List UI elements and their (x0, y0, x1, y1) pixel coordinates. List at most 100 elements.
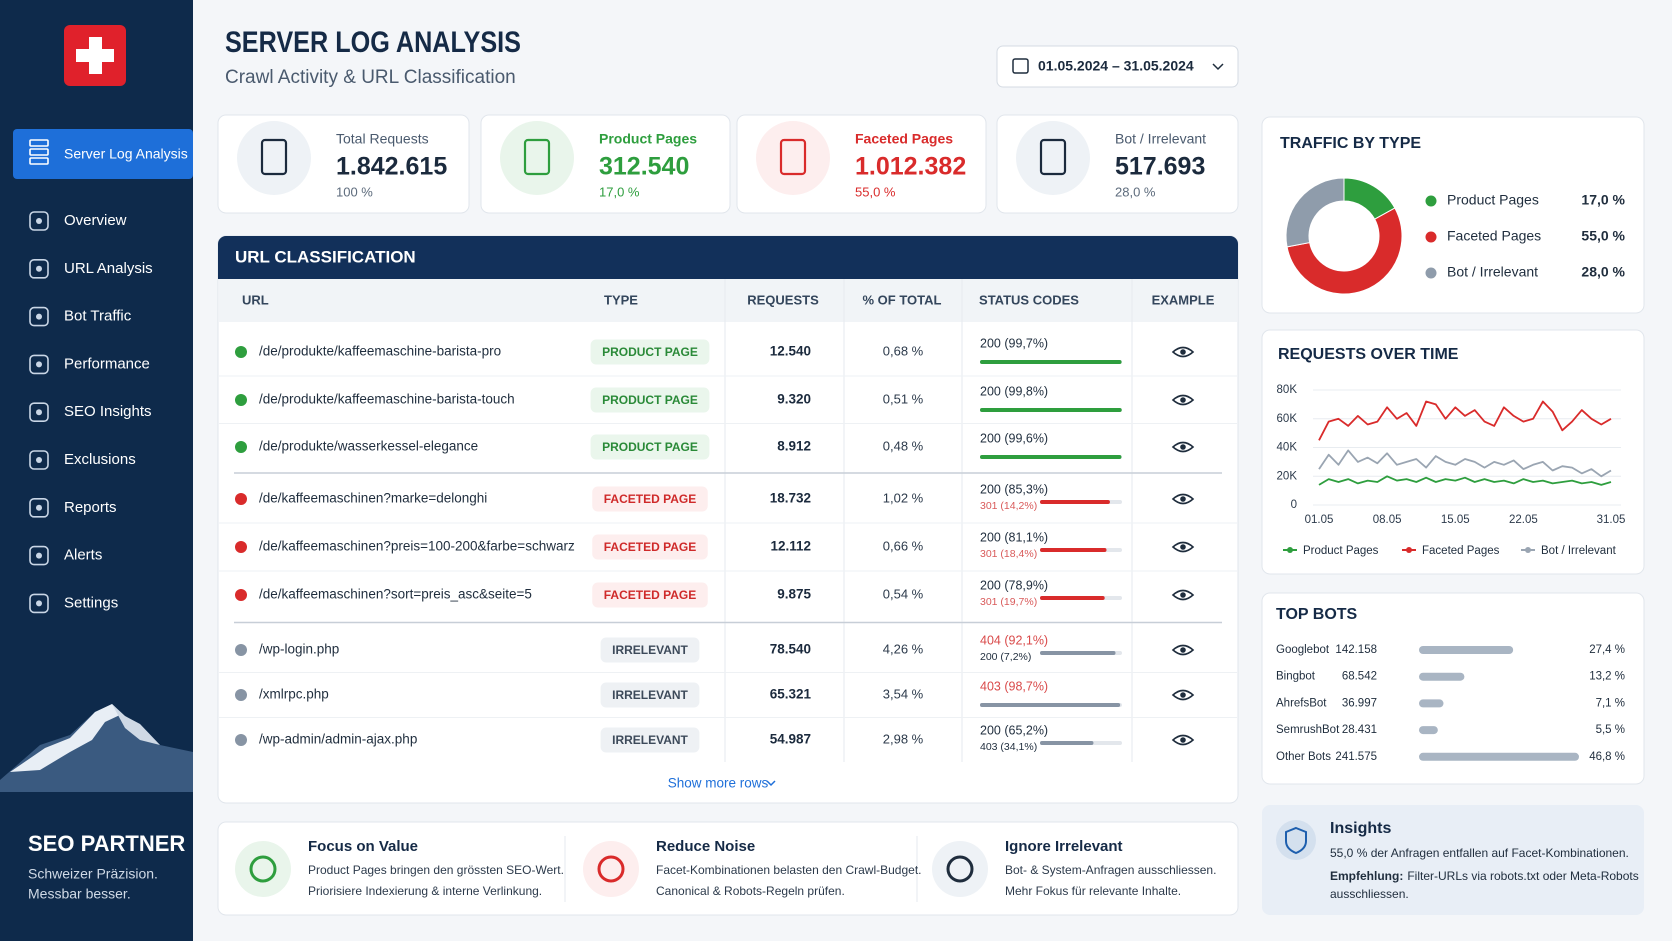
status-bar (980, 408, 1122, 412)
type-label: IRRELEVANT (612, 643, 688, 657)
kpi-label: Total Requests (336, 131, 429, 147)
bot-share: 27,4 % (1589, 644, 1625, 656)
row-dot (235, 441, 247, 453)
type-badge (590, 339, 710, 365)
menu-icon (29, 402, 49, 423)
eye-icon (1171, 493, 1195, 505)
recommendation-text: ausschliessen. (1330, 887, 1409, 901)
menu-item: URL Analysis (64, 260, 153, 277)
menu-icon (29, 450, 49, 470)
tip-icon (932, 841, 988, 897)
line-series (1318, 400, 1612, 441)
type-label: PRODUCT PAGE (602, 393, 698, 407)
type-label: PRODUCT PAGE (602, 345, 698, 359)
example-view-button[interactable] (1171, 346, 1195, 358)
eye-icon (1171, 394, 1195, 406)
url: /wp-admin/admin-ajax.php (259, 732, 417, 747)
status-code: 403 (98,7%) (980, 679, 1048, 693)
kpi-value: 1.012.382 (855, 153, 966, 181)
kpi-value: 312.540 (599, 153, 689, 181)
legend-marker (1406, 547, 1412, 553)
status-bar (980, 703, 1121, 707)
example-view-button[interactable] (1171, 689, 1195, 701)
status-code: 200 (99,7%) (980, 336, 1048, 350)
example-view-button[interactable] (1171, 644, 1195, 656)
status-bar (1040, 596, 1105, 600)
type-badge (600, 727, 700, 753)
bot-share: 46,8 % (1589, 751, 1625, 763)
type-label: IRRELEVANT (612, 733, 688, 747)
legend-dot (1425, 231, 1437, 243)
url: /wp-login.php (259, 642, 339, 657)
eye-icon (1171, 689, 1195, 701)
requests: 54.987 (770, 732, 811, 747)
bot-share: 5,5 % (1596, 724, 1625, 736)
mountain-illustration (0, 704, 193, 792)
y-tick-label: 40K (1277, 442, 1298, 454)
status-code: 200 (81,1%) (980, 530, 1048, 544)
menu-item: Overview (64, 212, 127, 229)
type-label: FACETED PAGE (604, 492, 696, 506)
column-header: TYPE (604, 292, 638, 307)
tip-title: Reduce Noise (656, 838, 755, 855)
type-badge (590, 387, 710, 413)
eye-icon (1180, 737, 1186, 743)
legend-label: Bot / Irrelevant (1541, 545, 1617, 557)
menu-icon (36, 265, 42, 272)
status-code: 200 (99,6%) (980, 431, 1048, 445)
eye-icon (1180, 349, 1186, 355)
example-view-button[interactable] (1171, 589, 1195, 601)
status-bar (1040, 741, 1094, 745)
shield-icon (1285, 826, 1307, 855)
type-badge (590, 434, 710, 460)
tip-icon-glyph (946, 855, 974, 883)
kpi-icon (500, 121, 574, 195)
example-view-button[interactable] (1171, 493, 1195, 505)
tip-text: Facet-Kombinationen belasten den Crawl-B… (656, 863, 922, 877)
bot-requests: 142.158 (1335, 644, 1377, 656)
y-tick-label: 80K (1277, 384, 1298, 396)
menu-icon (36, 504, 42, 511)
menu-icon (36, 552, 42, 559)
logo-cross (76, 49, 114, 62)
donut-card (1261, 116, 1645, 314)
column-header: STATUS CODES (979, 292, 1079, 307)
example-view-button[interactable] (1171, 734, 1195, 746)
menu-icon (29, 354, 49, 375)
example-view-button[interactable] (1171, 394, 1195, 406)
column-header: EXAMPLE (1152, 292, 1215, 307)
eye-icon (1171, 644, 1195, 656)
status-code: 200 (78,9%) (980, 578, 1048, 592)
eye-icon (1180, 692, 1186, 698)
row-dot (235, 394, 247, 406)
eye-icon (1180, 647, 1186, 653)
legend-dot (1425, 195, 1437, 207)
menu-item: SEO Insights (64, 403, 152, 420)
show-more-button[interactable]: Show more rows (668, 776, 776, 791)
type-label: IRRELEVANT (612, 688, 688, 702)
example-view-button[interactable] (1171, 541, 1195, 553)
row-dot (235, 346, 247, 358)
menu-item: Performance (64, 355, 150, 372)
bot-name: AhrefsBot (1276, 697, 1327, 709)
requests: 9.320 (777, 392, 811, 407)
date-picker[interactable] (996, 45, 1239, 88)
donut-slice (1286, 207, 1403, 295)
legend-marker (1287, 547, 1293, 553)
requests: 12.112 (770, 539, 811, 554)
tip-title: Ignore Irrelevant (1005, 838, 1123, 855)
menu-item: Settings (64, 594, 118, 611)
status-code: 200 (99,8%) (980, 384, 1048, 398)
show-more: Show more rows (668, 776, 769, 791)
bot-bar (1419, 646, 1514, 654)
kpi-label: Product Pages (599, 131, 697, 147)
menu-icon (36, 600, 42, 607)
bot-name: Bingbot (1276, 671, 1316, 683)
example-view-button[interactable] (1171, 441, 1195, 453)
status-bar (980, 360, 1122, 364)
menu-icon (36, 409, 42, 416)
requests: 18.732 (770, 491, 811, 506)
kpi-value: 517.693 (1115, 153, 1205, 181)
x-tick-label: 31.05 (1597, 514, 1626, 526)
